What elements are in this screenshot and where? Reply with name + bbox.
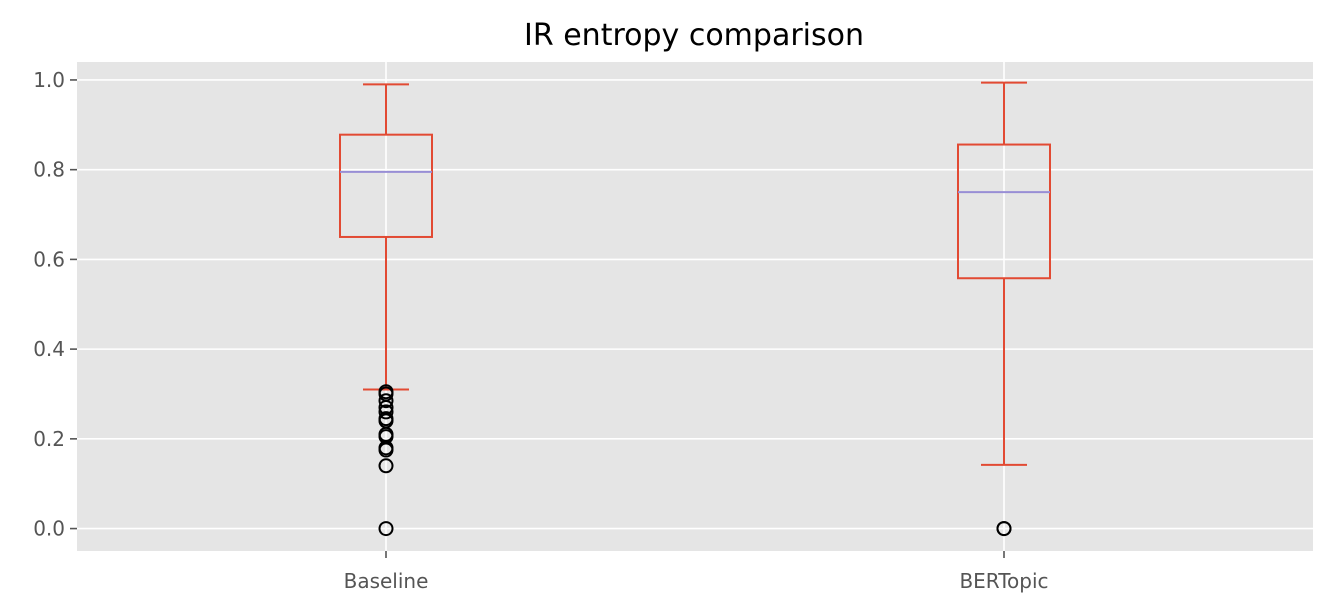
y-tick-label: 0.6	[33, 247, 65, 271]
axes: 0.0 0.2 0.4 0.6 0.8 1.0 Baseline BERTopic	[33, 68, 1048, 593]
outlier-point	[378, 521, 394, 537]
outlier-point	[378, 404, 394, 420]
box-group-bertopic	[957, 81, 1051, 537]
y-tick-label: 0.4	[33, 337, 65, 361]
chart-title: IR entropy comparison	[524, 18, 864, 53]
outlier-point	[378, 458, 394, 474]
x-tick-label: BERTopic	[959, 569, 1048, 593]
outlier-point	[378, 393, 394, 409]
y-tick-label: 0.0	[33, 517, 65, 541]
iqr-box	[339, 133, 433, 238]
outlier-point	[378, 442, 394, 458]
iqr-box	[957, 143, 1051, 280]
x-tick-label: Baseline	[344, 569, 429, 593]
boxes	[339, 81, 1051, 537]
plot-area	[77, 62, 1313, 551]
box-group-baseline	[339, 83, 433, 537]
y-tick-label: 0.2	[33, 427, 65, 451]
grid-lines	[77, 62, 1313, 551]
y-tick-label: 1.0	[33, 68, 65, 92]
y-tick-label: 0.8	[33, 158, 65, 182]
outlier-point	[996, 521, 1012, 537]
